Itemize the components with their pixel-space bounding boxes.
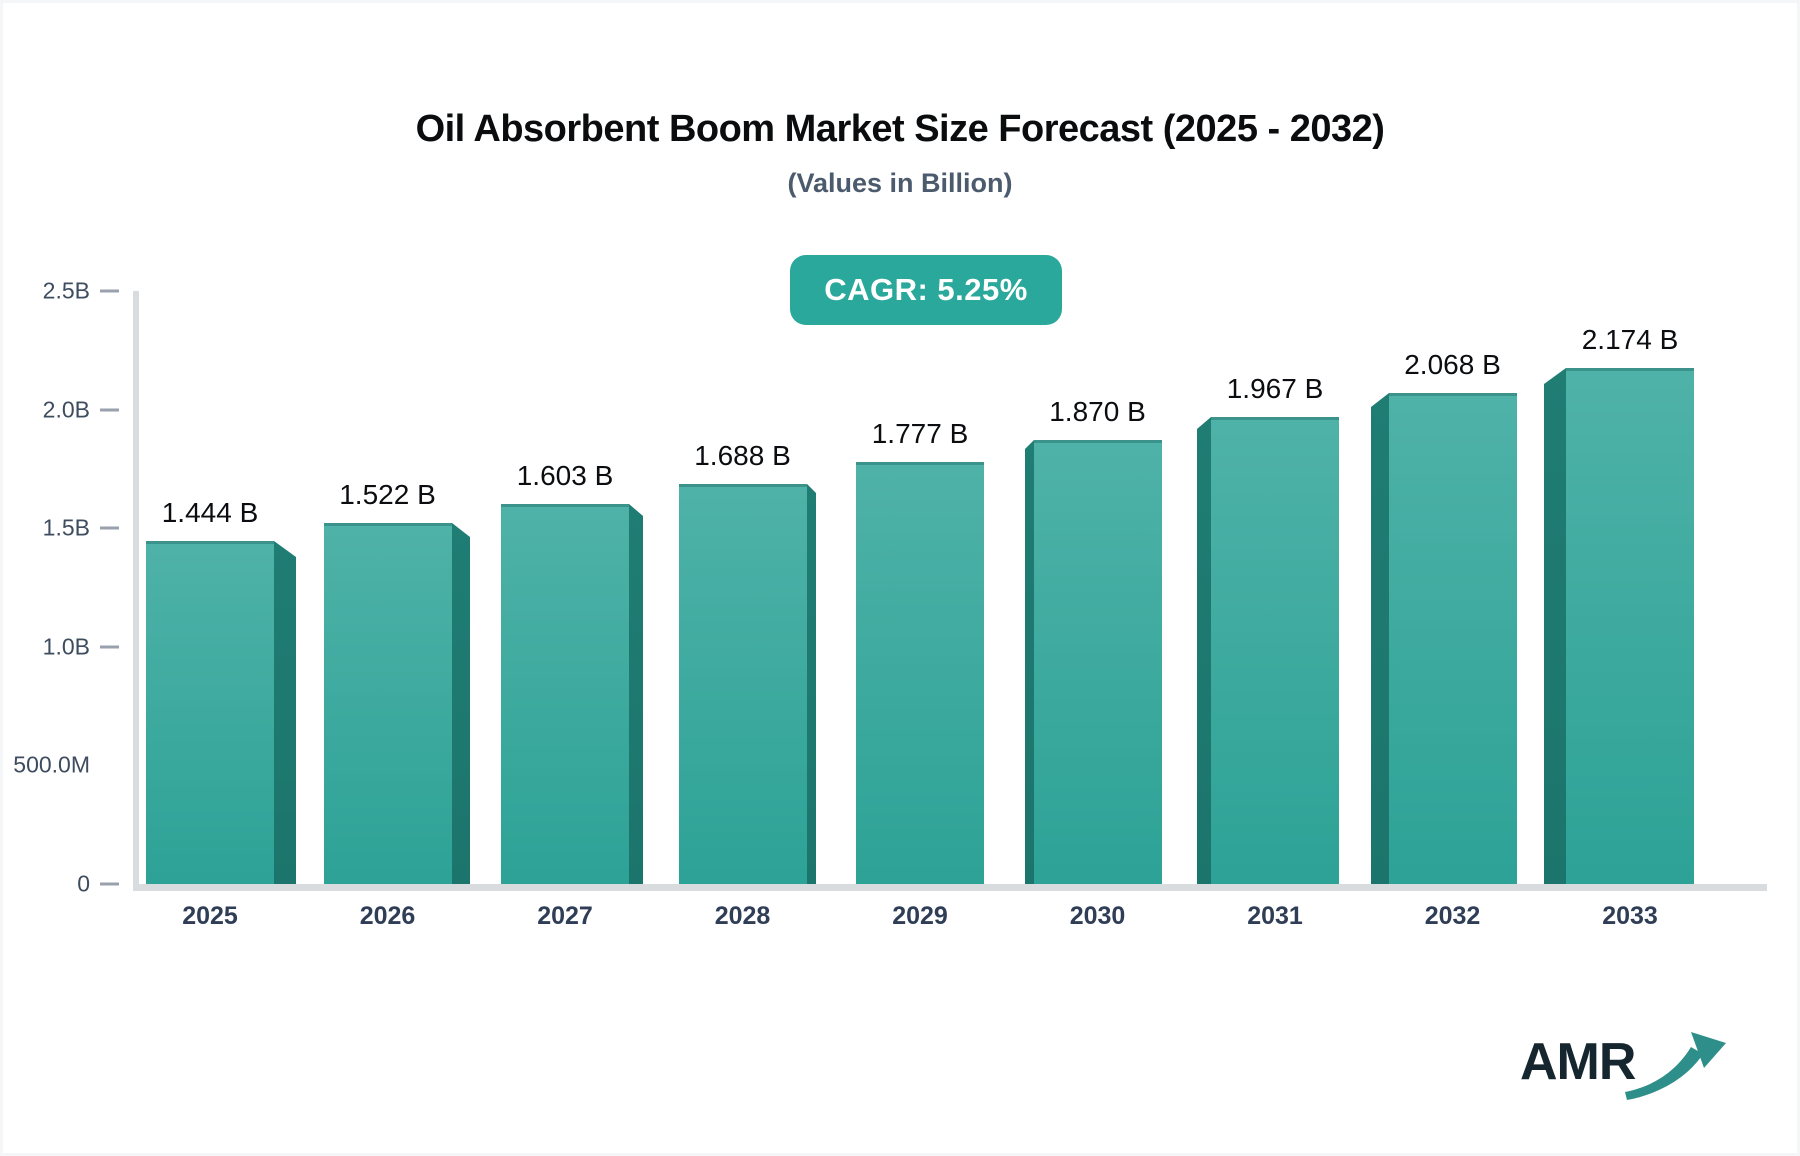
x-axis-label-2027: 2027 xyxy=(537,902,593,930)
bar-2033 xyxy=(1566,368,1694,884)
amr-logo: AMR xyxy=(1520,1022,1750,1122)
y-tick-dash xyxy=(100,289,119,293)
x-axis-label-2025: 2025 xyxy=(182,902,238,930)
bar-2025 xyxy=(146,541,274,884)
bar-2029 xyxy=(856,462,984,884)
x-axis-label-2030: 2030 xyxy=(1069,902,1126,930)
bar-2032 xyxy=(1389,393,1517,884)
growth-arrow-icon xyxy=(1625,1032,1727,1100)
bar-value-label-2032: 2.068 B xyxy=(1404,349,1501,380)
x-axis-label-2026: 2026 xyxy=(359,902,416,930)
x-axis-label-2032: 2032 xyxy=(1424,902,1481,930)
bar-value-label-2026: 1.522 B xyxy=(339,479,436,510)
bar-side-face-2028 xyxy=(807,484,816,884)
bar-value-label-2033: 2.174 B xyxy=(1581,324,1679,355)
bar-side-face-2027 xyxy=(629,504,643,884)
bar-side-face-2025 xyxy=(274,541,296,884)
y-tick-label-0: 0 xyxy=(77,870,90,897)
y-tick-label-2.5B: 2.5B xyxy=(42,277,90,304)
amr-logo-text: AMR xyxy=(1520,1033,1636,1091)
bar-value-label-2027: 1.603 B xyxy=(516,460,614,491)
bar-value-label-2028: 1.688 B xyxy=(694,440,791,471)
chart-subtitle: (Values in Billion) xyxy=(787,168,1013,198)
chart-title: Oil Absorbent Boom Market Size Forecast … xyxy=(415,108,1385,150)
bar-value-label-2031: 1.967 B xyxy=(1226,373,1324,404)
bar-2030 xyxy=(1034,440,1162,884)
y-axis-line xyxy=(133,291,139,888)
bar-side-face-2026 xyxy=(452,523,470,884)
bar-side-face-2033 xyxy=(1544,368,1566,884)
bar-2031 xyxy=(1211,417,1339,884)
x-axis-label-2029: 2029 xyxy=(892,902,948,930)
bar-value-label-2030: 1.870 B xyxy=(1049,396,1146,427)
y-tick-dash xyxy=(100,882,119,886)
y-tick-dash xyxy=(100,408,119,412)
y-tick-dash xyxy=(100,526,119,530)
y-tick-label-1.0B: 1.0B xyxy=(42,633,90,660)
cagr-badge: CAGR: 5.25% xyxy=(790,255,1062,325)
bar-2027 xyxy=(501,504,629,884)
bar-2028 xyxy=(679,484,807,884)
bar-side-face-2032 xyxy=(1371,393,1389,884)
x-axis-line xyxy=(133,884,1767,891)
bar-value-label-2025: 1.444 B xyxy=(161,497,259,528)
y-tick-label-500.0M: 500.0M xyxy=(13,751,90,778)
x-axis-label-2031: 2031 xyxy=(1247,902,1303,930)
y-tick-label-2.0B: 2.0B xyxy=(42,396,90,423)
cagr-badge-label: CAGR: 5.25% xyxy=(824,272,1028,307)
bar-value-label-2029: 1.777 B xyxy=(871,418,969,449)
bar-side-face-2030 xyxy=(1025,440,1034,884)
y-tick-dash xyxy=(100,645,119,649)
y-tick-label-1.5B: 1.5B xyxy=(42,514,90,541)
bar-side-face-2031 xyxy=(1197,417,1211,884)
x-axis-label-2028: 2028 xyxy=(714,902,771,930)
bar-2026 xyxy=(324,523,452,884)
x-axis-label-2033: 2033 xyxy=(1602,902,1658,930)
